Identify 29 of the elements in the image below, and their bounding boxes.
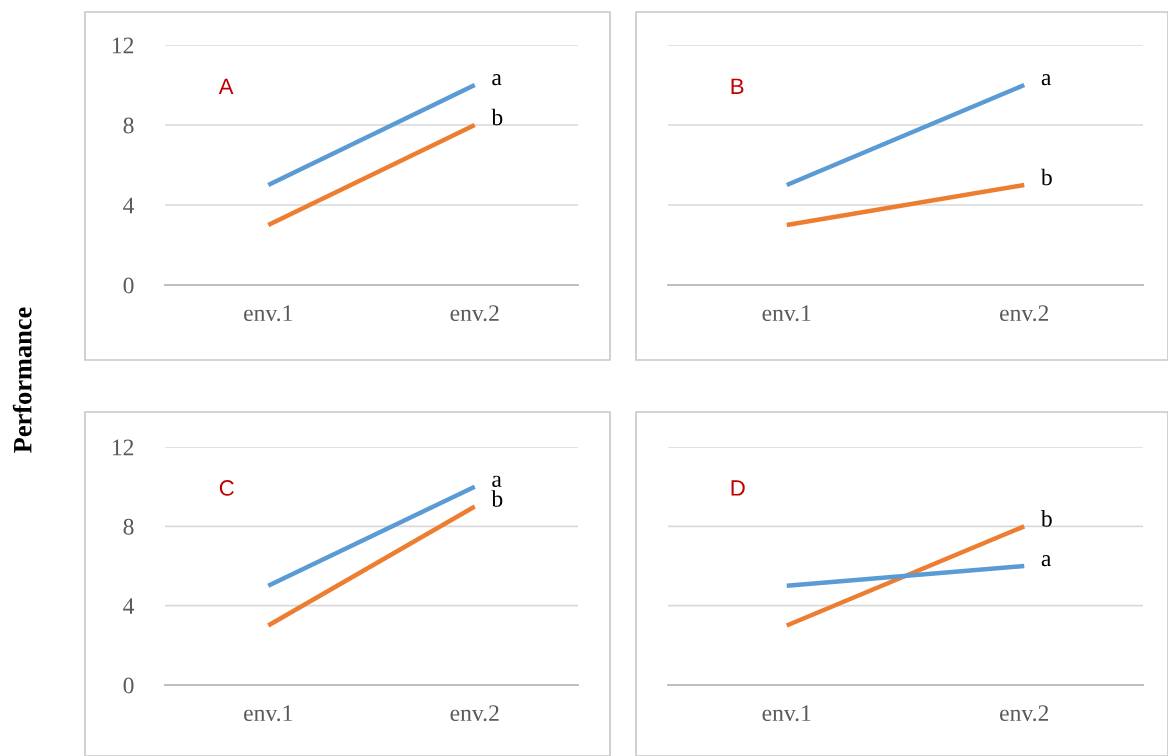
series-label: a xyxy=(1041,555,1052,567)
x-tick-label: env.2 xyxy=(1000,305,1049,322)
y-axis-title: Performance xyxy=(12,307,32,453)
x-tick-label: env.2 xyxy=(450,705,499,722)
series-label: b xyxy=(491,108,503,126)
annotation: B xyxy=(731,78,744,94)
y-tick-label: 8 xyxy=(123,518,134,535)
y-tick-label: 12 xyxy=(112,37,134,54)
y-tick-label: 8 xyxy=(123,117,134,134)
x-tick-label: env.1 xyxy=(762,305,811,322)
annotation: C xyxy=(219,480,234,496)
series-label: b xyxy=(1040,510,1052,527)
y-tick-label: 4 xyxy=(123,197,135,214)
annotation: A xyxy=(218,78,234,94)
annotation: D xyxy=(731,480,745,496)
x-tick-label: env.1 xyxy=(244,305,292,322)
x-tick-label: env.1 xyxy=(762,705,811,722)
series-label: b xyxy=(491,490,503,507)
series-label: a xyxy=(492,475,502,488)
y-tick-label: 0 xyxy=(123,277,134,294)
x-tick-label: env.2 xyxy=(1000,705,1049,722)
x-tick-label: env.2 xyxy=(450,305,499,322)
x-tick-label: env.1 xyxy=(244,705,292,722)
y-tick-label: 4 xyxy=(123,598,135,614)
y-tick-label: 0 xyxy=(123,677,134,694)
series-label: a xyxy=(1041,74,1052,86)
y-tick-label: 12 xyxy=(112,439,134,456)
series-label: a xyxy=(492,74,502,86)
series-label: b xyxy=(1040,168,1052,186)
